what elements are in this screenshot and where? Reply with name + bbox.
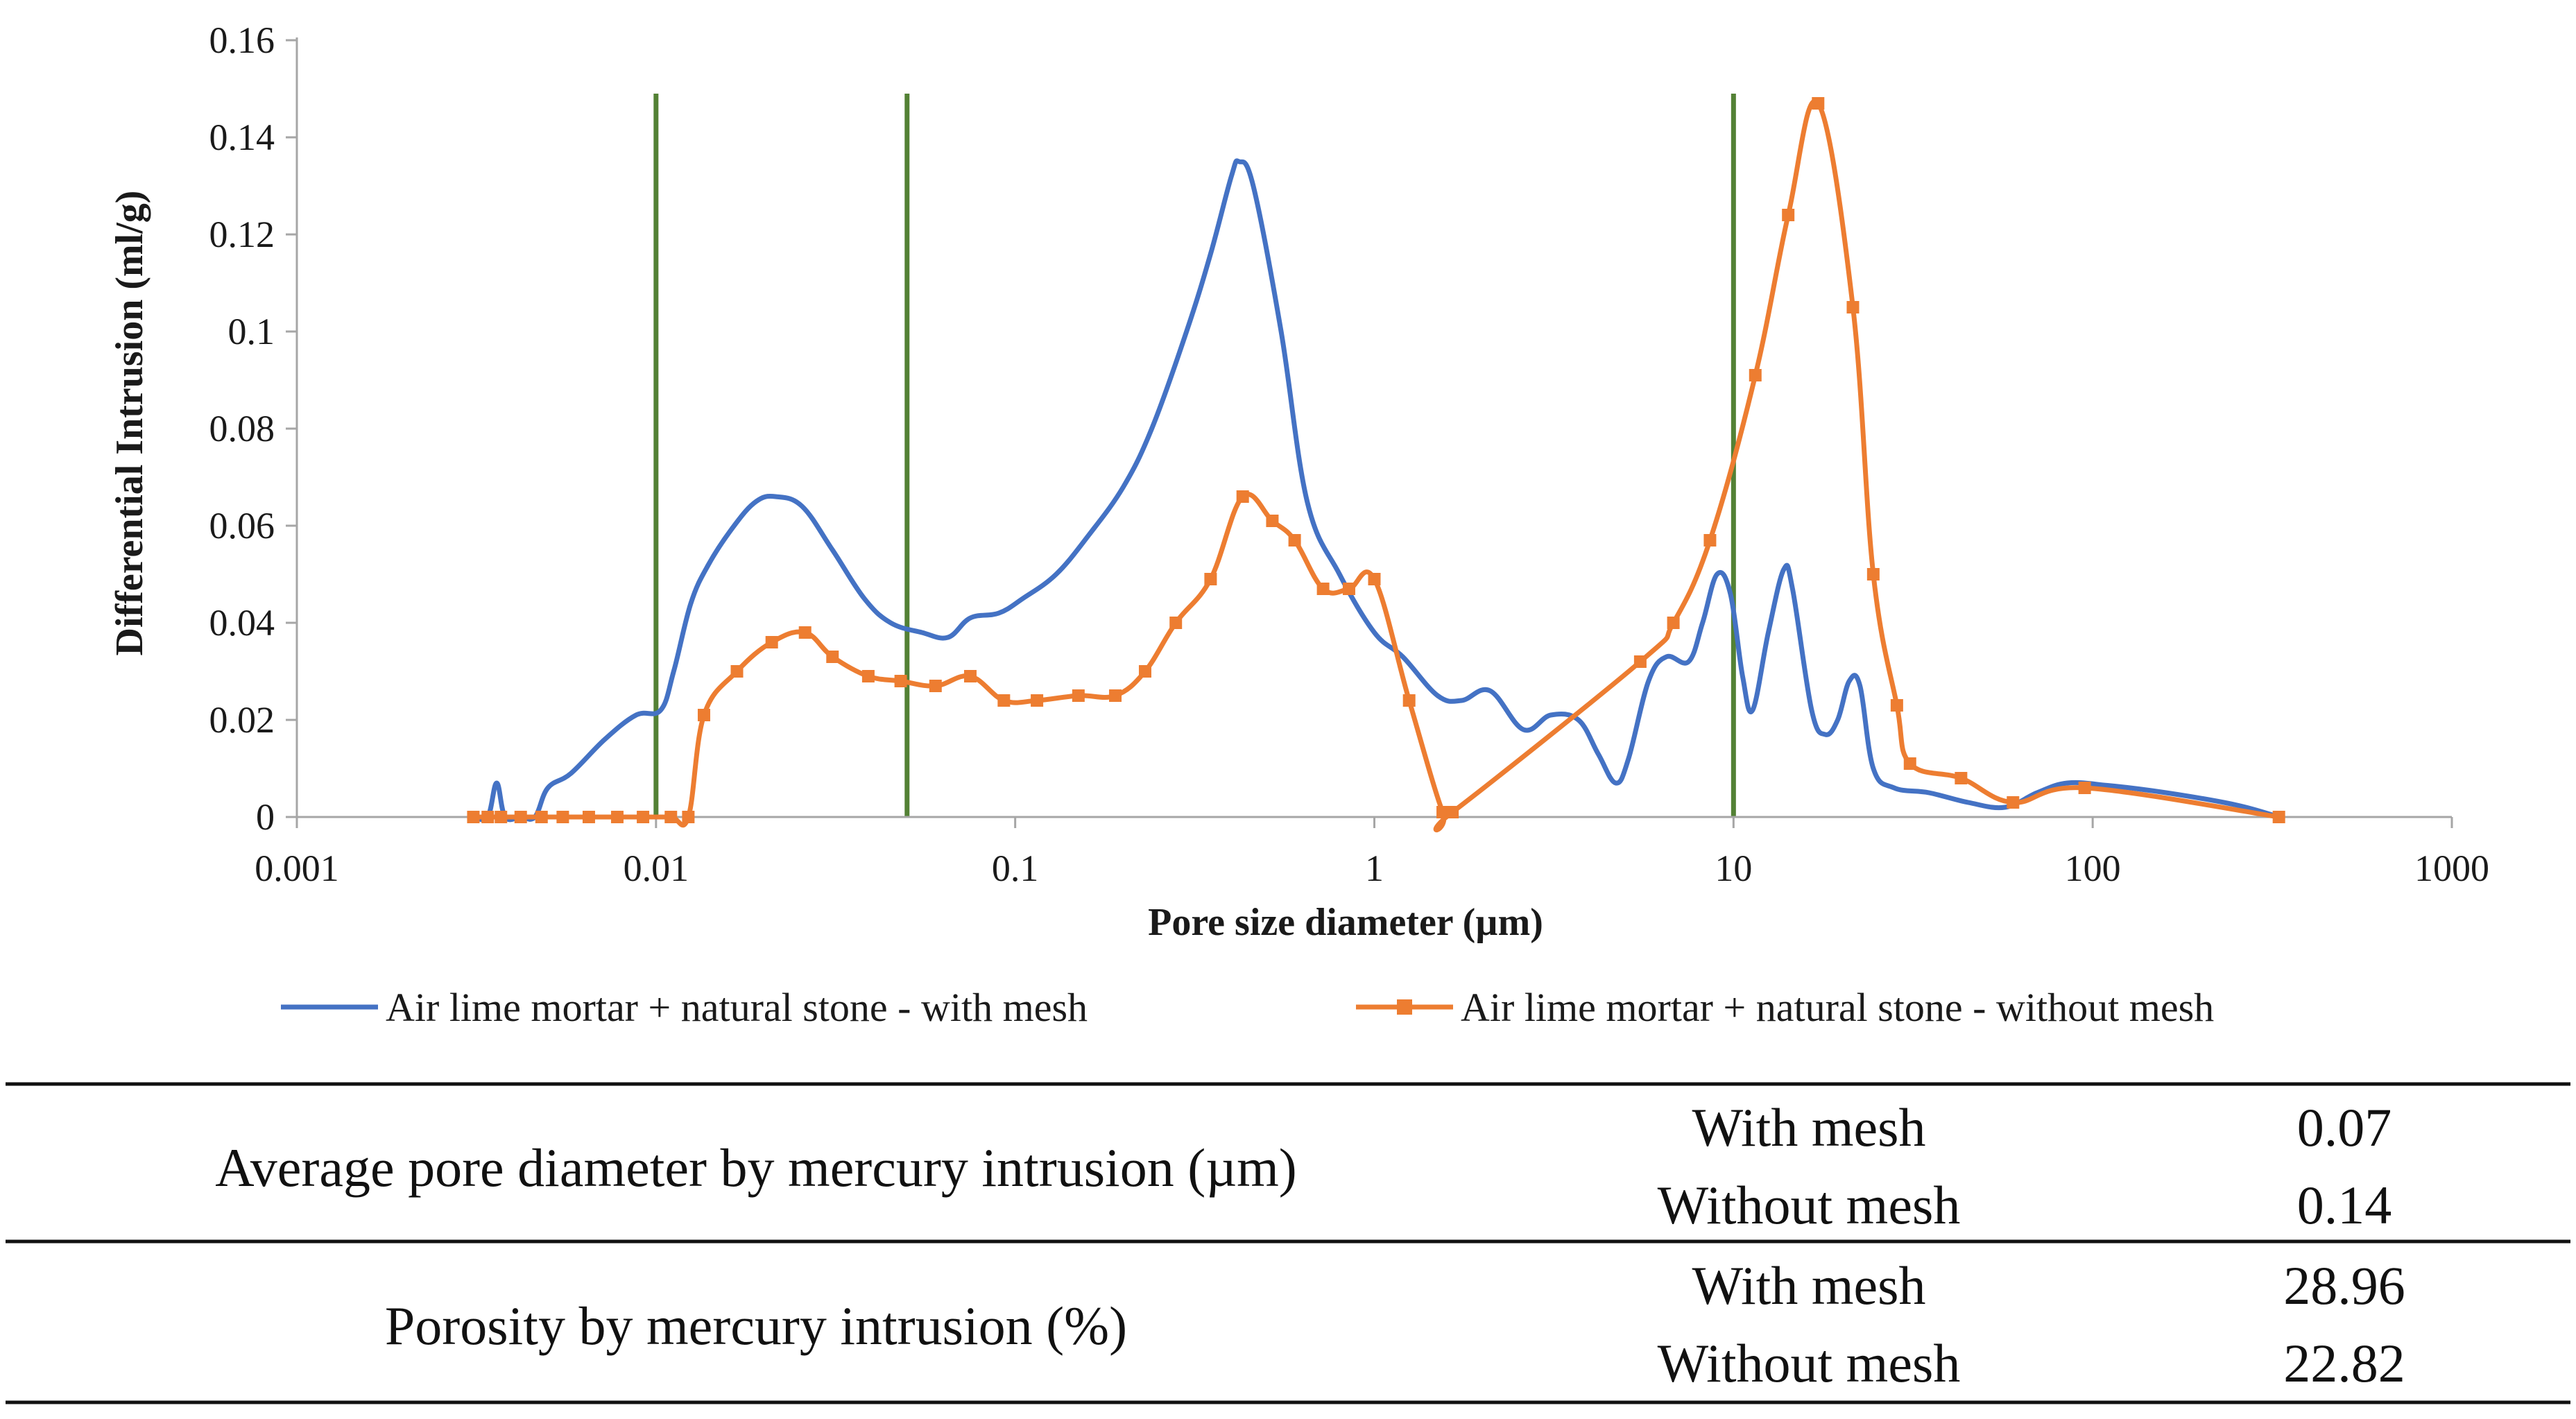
y-tick-label: 0.14 bbox=[209, 117, 275, 158]
data-point bbox=[826, 651, 839, 663]
series-line bbox=[470, 98, 2282, 833]
x-tick-label: 0.1 bbox=[992, 848, 1039, 889]
data-point bbox=[1667, 617, 1680, 629]
data-point bbox=[1138, 665, 1151, 678]
data-point bbox=[1109, 689, 1122, 702]
data-point bbox=[514, 811, 527, 823]
data-point bbox=[2078, 782, 2091, 794]
data-point bbox=[637, 811, 650, 823]
data-point bbox=[2007, 796, 2020, 809]
x-tick-label: 10 bbox=[1715, 848, 1752, 889]
data-point bbox=[963, 670, 977, 682]
data-point bbox=[1846, 301, 1860, 313]
legend-item-without-mesh: Air lime mortar + natural stone - withou… bbox=[1356, 985, 2214, 1030]
y-tick-label: 0 bbox=[256, 796, 275, 838]
summary-table: Average pore diameter by mercury intrusi… bbox=[6, 1082, 2570, 1404]
data-point bbox=[1031, 694, 1044, 707]
data-point bbox=[1866, 568, 1880, 580]
data-point bbox=[664, 811, 678, 823]
chart: 0 0.02 0.04 0.06 0.08 0.1 0.12 0.14 0.16 0.001 0.0… bbox=[108, 19, 2489, 944]
data-point bbox=[997, 694, 1011, 707]
data-point bbox=[2272, 811, 2285, 823]
y-tick-label: 0.02 bbox=[209, 699, 275, 741]
table-property-cell: Porosity by mercury intrusion (%) bbox=[385, 1296, 1127, 1356]
table-condition-cell: Without mesh bbox=[1658, 1333, 1961, 1393]
data-point bbox=[894, 675, 907, 687]
data-point bbox=[495, 811, 508, 823]
data-point bbox=[535, 811, 548, 823]
table-value-cell: 28.96 bbox=[2283, 1255, 2405, 1316]
data-point bbox=[582, 811, 595, 823]
data-point bbox=[1288, 534, 1301, 547]
data-point bbox=[1903, 757, 1916, 770]
data-point bbox=[765, 636, 778, 648]
y-tick-label: 0.08 bbox=[209, 408, 275, 449]
series-with-mesh bbox=[470, 158, 2282, 823]
data-point bbox=[1955, 772, 1968, 784]
table-row: Average pore diameter by mercury intrusi… bbox=[215, 1097, 2392, 1235]
data-point bbox=[1749, 369, 1762, 381]
data-point bbox=[1266, 515, 1279, 527]
data-point bbox=[556, 811, 569, 823]
table-condition-cell: With mesh bbox=[1692, 1255, 1926, 1316]
data-point bbox=[1368, 573, 1381, 585]
data-point bbox=[1072, 689, 1085, 702]
data-point bbox=[1204, 573, 1217, 585]
data-point bbox=[730, 665, 744, 678]
legend-label-without-mesh: Air lime mortar + natural stone - withou… bbox=[1461, 985, 2214, 1030]
data-point bbox=[1782, 209, 1795, 221]
legend: Air lime mortar + natural stone - with m… bbox=[281, 985, 2214, 1030]
data-point bbox=[1446, 806, 1459, 818]
y-axis-title: Differential Intrusion (ml/g) bbox=[108, 191, 151, 656]
table-value-cell: 22.82 bbox=[2283, 1333, 2405, 1393]
data-point bbox=[697, 709, 710, 721]
table-condition-cell: Without mesh bbox=[1658, 1175, 1961, 1235]
x-axis-title: Pore size diameter (µm) bbox=[1148, 901, 1543, 944]
data-point bbox=[481, 811, 495, 823]
axes: 0 0.02 0.04 0.06 0.08 0.1 0.12 0.14 0.16 0.001 0.0… bbox=[209, 19, 2490, 889]
data-point bbox=[610, 811, 624, 823]
data-point bbox=[467, 811, 480, 823]
data-point bbox=[1316, 583, 1330, 595]
x-tick-label: 1000 bbox=[2414, 848, 2489, 889]
data-point bbox=[1436, 806, 1450, 818]
table-value-cell: 0.07 bbox=[2297, 1097, 2392, 1158]
y-tick-label: 0.1 bbox=[228, 311, 275, 352]
data-point bbox=[929, 680, 942, 692]
table-condition-cell: With mesh bbox=[1692, 1097, 1926, 1158]
table-value-cell: 0.14 bbox=[2297, 1175, 2392, 1235]
data-point bbox=[1703, 534, 1717, 547]
series-layer bbox=[467, 97, 2285, 833]
data-point bbox=[798, 626, 812, 639]
x-tick-label: 1 bbox=[1365, 848, 1384, 889]
legend-label-with-mesh: Air lime mortar + natural stone - with m… bbox=[386, 985, 1088, 1030]
table-row: Porosity by mercury intrusion (%) With m… bbox=[385, 1255, 2405, 1393]
x-tick-label: 0.001 bbox=[255, 848, 339, 889]
data-point bbox=[1169, 617, 1183, 629]
data-point bbox=[1812, 97, 1825, 110]
data-point bbox=[861, 670, 875, 682]
y-tick-label: 0.12 bbox=[209, 214, 275, 255]
data-point bbox=[682, 811, 695, 823]
x-tick-label: 100 bbox=[2065, 848, 2121, 889]
data-point bbox=[1633, 655, 1647, 668]
x-tick-label: 0.01 bbox=[624, 848, 689, 889]
legend-item-with-mesh: Air lime mortar + natural stone - with m… bbox=[281, 985, 1088, 1030]
data-point bbox=[1236, 490, 1249, 503]
data-point bbox=[1342, 583, 1355, 595]
data-point bbox=[1402, 694, 1416, 707]
y-tick-label: 0.06 bbox=[209, 505, 275, 547]
series-line bbox=[470, 158, 2282, 823]
series-without-mesh bbox=[467, 97, 2285, 833]
y-tick-label: 0.04 bbox=[209, 602, 275, 644]
y-tick-label: 0.16 bbox=[209, 19, 275, 61]
reference-lines bbox=[653, 94, 1736, 817]
table-property-cell: Average pore diameter by mercury intrusi… bbox=[215, 1137, 1297, 1198]
legend-marker-without-mesh bbox=[1397, 999, 1412, 1015]
data-point bbox=[1890, 699, 1903, 712]
